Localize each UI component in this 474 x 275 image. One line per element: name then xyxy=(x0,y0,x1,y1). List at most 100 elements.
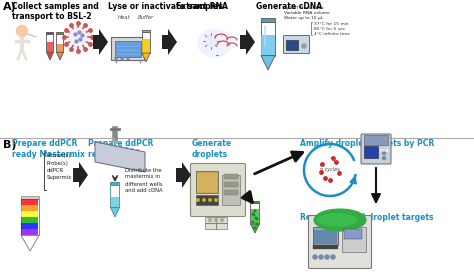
Circle shape xyxy=(301,43,307,48)
Bar xyxy=(224,182,238,187)
Bar xyxy=(46,32,54,34)
Bar xyxy=(196,195,218,205)
Ellipse shape xyxy=(130,148,134,151)
Ellipse shape xyxy=(97,142,101,145)
Polygon shape xyxy=(46,52,54,60)
Ellipse shape xyxy=(136,155,139,157)
Circle shape xyxy=(196,198,200,202)
Ellipse shape xyxy=(119,157,123,160)
Ellipse shape xyxy=(136,149,139,152)
Bar xyxy=(222,175,240,205)
Ellipse shape xyxy=(130,159,134,162)
Bar xyxy=(21,196,39,199)
Polygon shape xyxy=(56,52,64,60)
Circle shape xyxy=(382,156,386,160)
Bar xyxy=(250,200,259,203)
Text: PCR: PCR xyxy=(380,149,390,153)
Circle shape xyxy=(325,254,329,260)
Ellipse shape xyxy=(125,164,128,166)
Ellipse shape xyxy=(317,213,357,227)
Bar xyxy=(342,227,366,252)
Polygon shape xyxy=(110,207,119,217)
Bar xyxy=(56,32,64,34)
Bar xyxy=(313,227,338,245)
Ellipse shape xyxy=(314,209,366,231)
Ellipse shape xyxy=(103,160,106,162)
Ellipse shape xyxy=(136,166,139,168)
Circle shape xyxy=(252,221,255,224)
FancyBboxPatch shape xyxy=(361,134,391,164)
Circle shape xyxy=(253,213,255,216)
Bar xyxy=(110,182,119,185)
Text: Generate cDNA: Generate cDNA xyxy=(256,2,322,11)
Circle shape xyxy=(255,222,258,226)
Ellipse shape xyxy=(97,148,101,150)
Bar xyxy=(21,211,38,217)
Ellipse shape xyxy=(97,159,101,161)
Polygon shape xyxy=(261,56,275,70)
Bar xyxy=(111,197,119,207)
Ellipse shape xyxy=(119,152,123,154)
Ellipse shape xyxy=(97,153,101,156)
Ellipse shape xyxy=(108,161,112,163)
Ellipse shape xyxy=(125,153,128,155)
Text: Prepare ddPCR
ready Mastermix: Prepare ddPCR ready Mastermix xyxy=(12,139,85,159)
Ellipse shape xyxy=(108,150,112,152)
Bar xyxy=(261,22,275,56)
Circle shape xyxy=(252,213,255,216)
Circle shape xyxy=(254,210,256,213)
Circle shape xyxy=(115,57,118,60)
Bar xyxy=(46,34,54,52)
Polygon shape xyxy=(21,235,39,251)
Bar xyxy=(21,199,39,235)
Text: Heat: Heat xyxy=(118,15,130,20)
FancyBboxPatch shape xyxy=(283,35,310,54)
Ellipse shape xyxy=(130,165,134,167)
Text: 37°C for 15 min
85°C for 5 sec
4°C infinite time: 37°C for 15 min 85°C for 5 sec 4°C infin… xyxy=(314,22,350,36)
Text: 2μL RT Master Mix
Variable RNA volume
Water up to 10 μL: 2μL RT Master Mix Variable RNA volume Wa… xyxy=(284,6,330,20)
Ellipse shape xyxy=(198,29,232,57)
Bar xyxy=(21,199,38,205)
Text: Buffer: Buffer xyxy=(138,15,154,20)
Bar xyxy=(21,205,38,211)
Bar xyxy=(364,146,378,158)
Circle shape xyxy=(220,218,224,222)
Polygon shape xyxy=(211,49,215,55)
Text: A): A) xyxy=(3,2,17,12)
Ellipse shape xyxy=(119,146,123,149)
Text: Amplify droplet targets by PCR: Amplify droplet targets by PCR xyxy=(300,139,434,149)
FancyBboxPatch shape xyxy=(309,216,372,268)
Ellipse shape xyxy=(114,151,117,153)
Circle shape xyxy=(214,198,218,202)
Text: Primer(s)
Probe(s)
ddPCR
Supermix: Primer(s) Probe(s) ddPCR Supermix xyxy=(47,153,73,180)
Bar xyxy=(115,41,141,57)
Ellipse shape xyxy=(108,155,112,158)
Polygon shape xyxy=(162,29,177,55)
Bar xyxy=(205,217,227,229)
Bar xyxy=(142,32,150,53)
Circle shape xyxy=(330,254,336,260)
Circle shape xyxy=(208,198,212,202)
Bar xyxy=(47,42,53,52)
Circle shape xyxy=(208,218,212,222)
Text: n cycles: n cycles xyxy=(320,167,340,172)
Bar xyxy=(261,35,275,56)
Bar xyxy=(364,135,388,145)
Bar xyxy=(211,39,215,49)
Polygon shape xyxy=(73,162,88,188)
Circle shape xyxy=(205,35,217,47)
Circle shape xyxy=(68,27,88,47)
Bar xyxy=(205,39,209,49)
Ellipse shape xyxy=(125,147,128,150)
Ellipse shape xyxy=(103,143,106,146)
Text: Extract RNA: Extract RNA xyxy=(176,2,228,11)
Bar xyxy=(251,209,259,224)
Circle shape xyxy=(312,254,318,260)
Bar xyxy=(261,18,275,22)
Text: Distribute the
mastermix in
different wells
and add cDNA: Distribute the mastermix in different we… xyxy=(125,167,163,194)
Polygon shape xyxy=(93,29,108,55)
Bar xyxy=(314,230,337,244)
Bar xyxy=(110,185,119,207)
Bar xyxy=(57,44,63,52)
Ellipse shape xyxy=(136,160,139,163)
